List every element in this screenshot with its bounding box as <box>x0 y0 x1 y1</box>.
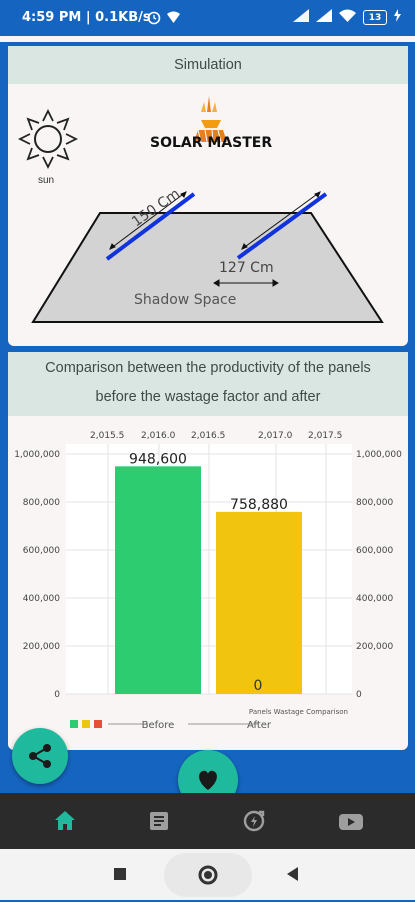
share-button[interactable] <box>12 728 68 784</box>
productivity-chart: 2,015.5 2,016.0 2,016.5 2,017.0 2,017.5 1,000… <box>14 431 402 731</box>
solar-panel-right <box>236 192 328 260</box>
solar-panel-left <box>105 192 196 261</box>
bar-value-label: 948,600 <box>129 451 187 467</box>
right-axis-tick-label: 0 <box>356 690 362 700</box>
bar-after <box>216 511 302 694</box>
category-label: After <box>247 720 272 731</box>
right-axis-tick-label: 1,000,000 <box>356 450 402 460</box>
comparison-title: Comparison between the productivity of t… <box>8 352 408 416</box>
legend-swatch <box>82 720 90 728</box>
top-axis-tick-label: 2,016.0 <box>141 431 176 441</box>
left-axis-tick-label: 1,000,000 <box>14 450 60 460</box>
status-time: 4:59 PM | 0.1KB/s <box>22 10 151 25</box>
battery-level: 13 <box>368 12 382 23</box>
legend-swatch <box>94 720 102 728</box>
system-navigation <box>0 849 415 900</box>
previous-card-edge <box>0 36 415 42</box>
nav-home[interactable] <box>51 807 81 835</box>
status-alarm-icon <box>146 9 162 29</box>
bottom-navigation <box>0 793 415 849</box>
right-axis-tick-label: 800,000 <box>356 498 393 508</box>
simulation-card: Simulation <box>8 46 408 346</box>
right-axis-tick-label: 600,000 <box>356 546 393 556</box>
simulation-title: Simulation <box>8 46 408 84</box>
app-name: SOLAR MASTER <box>150 135 273 151</box>
right-axis-tick-label: 400,000 <box>356 594 393 604</box>
left-axis-tick-label: 0 <box>54 690 60 700</box>
comparison-card: Comparison between the productivity of t… <box>8 352 408 750</box>
nav-articles[interactable] <box>145 807 175 835</box>
home-icon <box>55 811 75 830</box>
charging-icon <box>394 9 401 26</box>
recents-icon <box>114 868 126 880</box>
wifi-icon <box>339 9 356 26</box>
legend-swatch <box>70 720 78 728</box>
sun-label: sun <box>38 175 55 186</box>
signal-icon-1 <box>293 9 309 26</box>
comparison-title-line1: Comparison between the productivity of t… <box>45 360 371 376</box>
shadow-space-label: Shadow Space <box>134 292 236 308</box>
nav-refresh[interactable] <box>240 807 270 835</box>
bar-before <box>115 466 201 694</box>
left-axis-tick-label: 400,000 <box>23 594 60 604</box>
solar-master-logo-icon <box>194 96 227 143</box>
top-axis-tick-label: 2,017.5 <box>308 431 342 441</box>
left-axis-tick-label: 600,000 <box>23 546 60 556</box>
refresh-icon <box>243 810 265 832</box>
comparison-title-line2: before the wastage factor and after <box>95 389 321 405</box>
system-home-button[interactable] <box>164 853 252 897</box>
bar-value-label: 758,880 <box>230 497 288 513</box>
nav-youtube[interactable] <box>336 807 366 835</box>
left-axis-tick-label: 200,000 <box>23 642 60 652</box>
share-icon <box>29 744 51 768</box>
top-axis-tick-label: 2,015.5 <box>90 431 124 441</box>
back-icon <box>287 867 298 881</box>
top-axis-tick-label: 2,016.5 <box>191 431 225 441</box>
signal-icon-2 <box>316 9 332 26</box>
youtube-icon <box>339 814 363 830</box>
top-axis-tick-label: 2,017.0 <box>258 431 293 441</box>
status-bar: 4:59 PM | 0.1KB/s 13 <box>0 0 415 36</box>
right-axis-tick-label: 200,000 <box>356 642 393 652</box>
panel-gap-label: 127 Cm <box>219 260 274 276</box>
heart-icon <box>199 770 217 790</box>
ground-plane <box>31 212 384 323</box>
left-axis-tick-label: 800,000 <box>23 498 60 508</box>
category-label: Before <box>142 720 175 731</box>
simulation-drawing: 150 Cm 127 Cm Shadow Space <box>17 96 384 323</box>
back-button[interactable] <box>284 865 302 888</box>
home-button-icon <box>198 865 218 885</box>
article-icon <box>150 812 168 830</box>
recents-button[interactable] <box>112 866 128 887</box>
status-wifi-off-icon <box>166 10 181 28</box>
extra-value-label: 0 <box>254 678 263 694</box>
battery-icon: 13 <box>363 10 387 25</box>
sun-icon <box>17 108 79 170</box>
chart-description: Panels Wastage Comparison <box>249 708 348 716</box>
